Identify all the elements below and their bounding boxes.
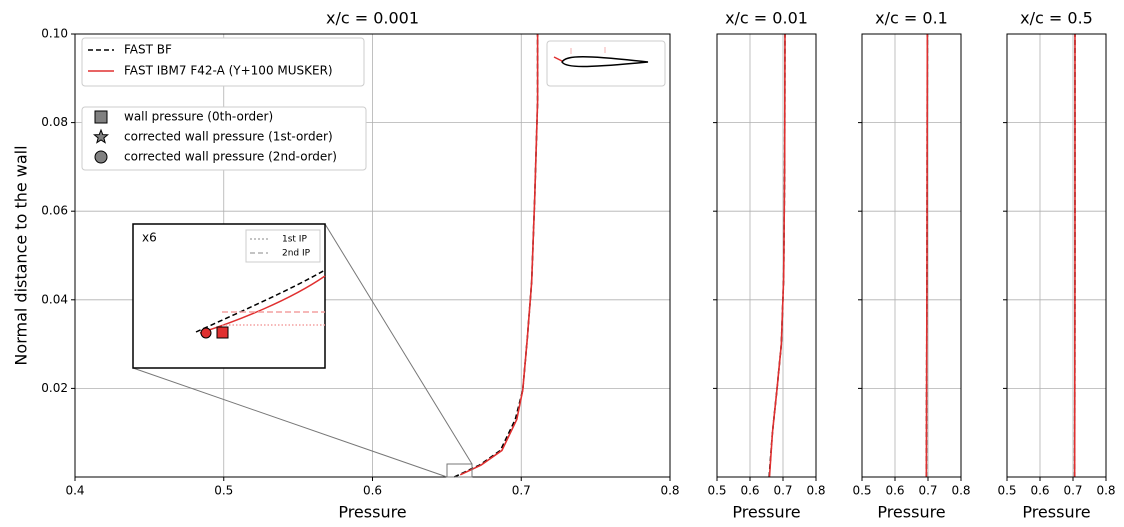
x-tick-label: 0.7 (1063, 484, 1082, 498)
y-tick-label: 0.08 (41, 115, 68, 129)
inset-curve (195, 269, 326, 333)
x-tick-label: 0.7 (512, 484, 531, 498)
inset-marker (200, 327, 212, 339)
inset-legend-label: 1st IP (282, 235, 307, 245)
legend-frame (81, 106, 367, 171)
y-tick-label: 0.04 (41, 292, 68, 306)
x-axis-label: Pressure (877, 503, 945, 522)
y-tick-label: 0.02 (41, 381, 68, 395)
x-tick-label: 0.8 (951, 484, 970, 498)
series-line (768, 33, 786, 478)
legend-marker (94, 150, 108, 164)
icon-frame (546, 40, 666, 87)
legend-marker (93, 128, 109, 144)
chart-title: x/c = 0.01 (725, 9, 808, 28)
inset-legend (245, 229, 321, 263)
legend-frame (81, 37, 365, 87)
x-axis-label: Pressure (1022, 503, 1090, 522)
zoom-connector (132, 367, 448, 478)
x-tick-label: 0.6 (363, 484, 382, 498)
x-axis-label: Pressure (338, 503, 406, 522)
legend-label: wall pressure (0th-order) (124, 110, 273, 124)
x-tick-label: 0.6 (740, 484, 759, 498)
chart-title: x/c = 0.5 (1020, 9, 1093, 28)
y-tick-label: 0.06 (41, 204, 68, 218)
axes-frame (74, 33, 671, 478)
x-tick-label: 0.8 (660, 484, 679, 498)
chart-title: x/c = 0.001 (326, 9, 419, 28)
airfoil-icon (546, 40, 666, 87)
x-tick-label: 0.5 (997, 484, 1016, 498)
airfoil-mark (553, 56, 563, 62)
axes-frame (716, 33, 817, 478)
x-tick-label: 0.8 (1096, 484, 1115, 498)
legend-label: corrected wall pressure (2nd-order) (124, 150, 337, 164)
x-tick-label: 0.7 (918, 484, 937, 498)
x-tick-label: 0.6 (885, 484, 904, 498)
legend-label: FAST BF (124, 43, 172, 57)
legend-label: FAST IBM7 F42-A (Y+100 MUSKER) (124, 64, 333, 78)
zoom-connector (324, 223, 473, 465)
chart-title: x/c = 0.1 (875, 9, 948, 28)
axes-frame (1006, 33, 1107, 478)
x-tick-label: 0.4 (65, 484, 84, 498)
x-tick-label: 0.5 (852, 484, 871, 498)
legend-marker (94, 110, 108, 124)
series-line (453, 34, 539, 478)
airfoil (561, 56, 649, 68)
inset-label: x6 (142, 231, 157, 245)
x-tick-label: 0.5 (214, 484, 233, 498)
inset-marker (216, 326, 229, 339)
y-tick-label: 0.10 (41, 27, 68, 41)
x-axis-label: Pressure (732, 503, 800, 522)
inset-legend-label: 2nd IP (282, 249, 311, 259)
legend-label: corrected wall pressure (1st-order) (124, 130, 333, 144)
inset: x6 1st IP 2nd IP (132, 223, 326, 369)
x-tick-label: 0.5 (707, 484, 726, 498)
series-line (925, 33, 929, 478)
inset-curve (199, 275, 326, 334)
x-tick-label: 0.8 (806, 484, 825, 498)
x-tick-label: 0.7 (773, 484, 792, 498)
x-tick-label: 0.6 (1030, 484, 1049, 498)
y-axis-label: Normal distance to the wall (12, 145, 31, 365)
axes-frame (861, 33, 962, 478)
zoom-box (446, 463, 473, 478)
series-line (459, 34, 539, 476)
plots: 0.4 0.5 0.6 0.7 0.8 0.02 0.04 0.06 0.10 0.08 x/c =… (12, 9, 1116, 522)
